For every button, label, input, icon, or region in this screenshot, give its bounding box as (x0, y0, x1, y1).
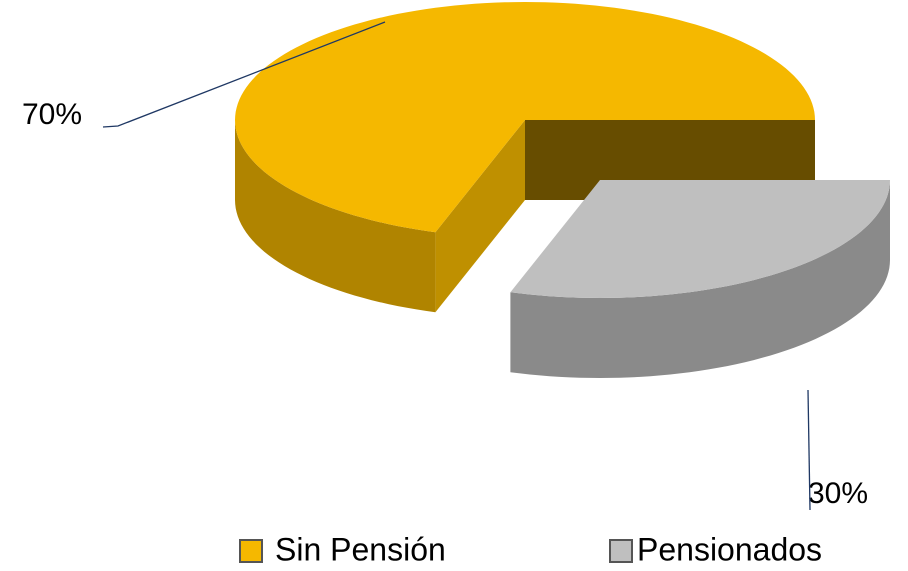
legend-label: Pensionados (637, 531, 822, 567)
leader-line (102, 21, 386, 128)
legend-swatch (609, 539, 633, 563)
data-label: 70% (22, 98, 82, 131)
slice (510, 180, 890, 378)
slice-top (510, 180, 890, 298)
legend-swatch (239, 539, 263, 563)
slice-side (235, 120, 436, 313)
leader-line (807, 389, 811, 511)
data-label: 30% (808, 477, 868, 510)
slice-side (510, 180, 890, 378)
legend-label: Sin Pensión (275, 531, 446, 567)
slice-top (235, 2, 815, 233)
slice-cut-face (435, 120, 525, 313)
